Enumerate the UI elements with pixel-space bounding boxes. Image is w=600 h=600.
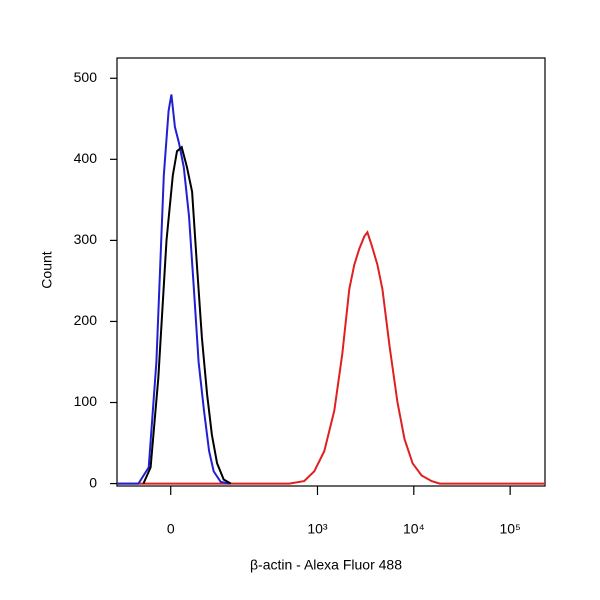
x-tick-label: 10³: [307, 521, 328, 537]
y-tick-label: 0: [89, 474, 97, 490]
y-tick-label: 500: [74, 69, 98, 85]
y-axis-label: Count: [39, 251, 55, 288]
y-tick-label: 400: [74, 150, 98, 166]
y-tick-label: 300: [74, 231, 98, 247]
x-axis-label: β-actin - Alexa Fluor 488: [250, 557, 402, 573]
histogram-line: [117, 94, 230, 485]
histogram-line: [117, 230, 545, 485]
y-tick-label: 200: [74, 312, 98, 328]
x-tick-label: 10⁵: [499, 521, 520, 537]
x-tick-label: 10⁴: [403, 521, 425, 537]
x-tick-label: 0: [167, 521, 175, 537]
histogram-line: [142, 145, 232, 485]
plot-frame: [116, 57, 546, 487]
y-tick-label: 100: [74, 393, 98, 409]
